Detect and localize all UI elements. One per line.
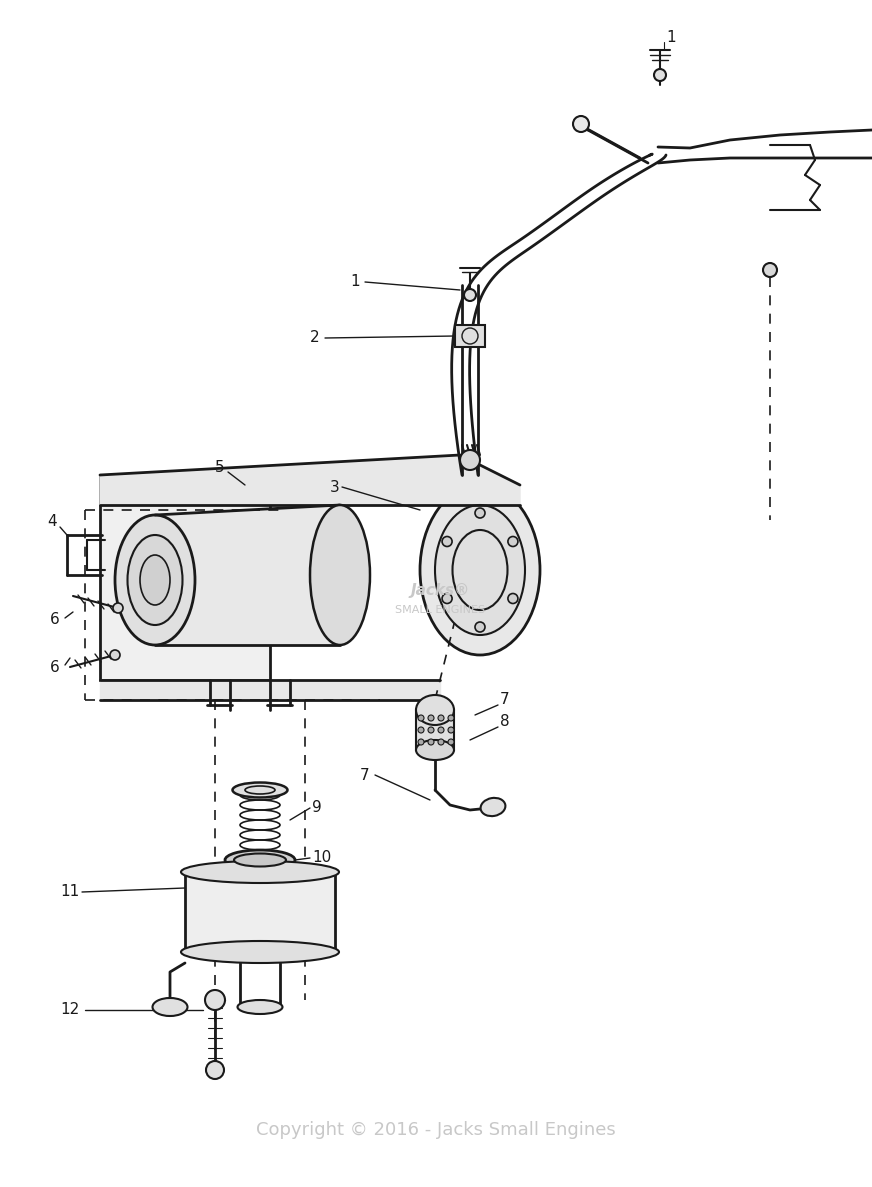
Circle shape: [763, 264, 777, 277]
Circle shape: [448, 740, 454, 745]
Polygon shape: [100, 455, 520, 504]
Ellipse shape: [416, 696, 454, 725]
Bar: [185, 872, 335, 952]
Circle shape: [460, 450, 480, 470]
Text: 6: 6: [50, 660, 60, 675]
Ellipse shape: [416, 740, 454, 760]
Circle shape: [113, 603, 123, 612]
Ellipse shape: [181, 941, 339, 963]
Bar: [455, 325, 485, 347]
Ellipse shape: [234, 853, 286, 867]
Text: SMALL ENGINES: SMALL ENGINES: [395, 605, 485, 615]
Polygon shape: [155, 504, 340, 645]
Ellipse shape: [225, 850, 295, 870]
Circle shape: [475, 508, 485, 518]
Circle shape: [508, 594, 518, 603]
Text: 6: 6: [50, 612, 60, 628]
Text: 7: 7: [500, 692, 509, 707]
Bar: [100, 475, 270, 680]
Circle shape: [573, 116, 589, 132]
Bar: [416, 710, 454, 750]
Ellipse shape: [480, 798, 506, 817]
Text: 4: 4: [47, 514, 57, 529]
Text: 1: 1: [666, 31, 676, 45]
Circle shape: [418, 726, 424, 734]
Ellipse shape: [310, 504, 370, 645]
Ellipse shape: [127, 535, 182, 626]
Text: 1: 1: [350, 274, 359, 290]
Text: 11: 11: [60, 884, 79, 900]
Circle shape: [205, 990, 225, 1010]
Text: 3: 3: [330, 480, 340, 495]
Ellipse shape: [115, 515, 195, 645]
Circle shape: [475, 622, 485, 631]
Text: 8: 8: [500, 715, 509, 730]
Text: 2: 2: [310, 330, 320, 345]
Ellipse shape: [237, 999, 283, 1014]
Text: 10: 10: [312, 851, 331, 865]
Circle shape: [448, 715, 454, 721]
Ellipse shape: [181, 861, 339, 883]
Circle shape: [464, 288, 476, 301]
Ellipse shape: [153, 998, 187, 1016]
Circle shape: [428, 715, 434, 721]
Circle shape: [442, 594, 452, 603]
Text: Jacks®: Jacks®: [411, 583, 470, 597]
Ellipse shape: [435, 504, 525, 635]
Circle shape: [418, 715, 424, 721]
Text: 5: 5: [215, 459, 225, 475]
Circle shape: [654, 69, 666, 81]
Circle shape: [428, 740, 434, 745]
Circle shape: [438, 726, 444, 734]
Circle shape: [110, 650, 120, 660]
Ellipse shape: [140, 556, 170, 605]
Circle shape: [438, 740, 444, 745]
Text: Copyright © 2016 - Jacks Small Engines: Copyright © 2016 - Jacks Small Engines: [256, 1121, 616, 1140]
Circle shape: [508, 537, 518, 546]
Circle shape: [438, 715, 444, 721]
Ellipse shape: [233, 782, 288, 798]
Circle shape: [428, 726, 434, 734]
Circle shape: [206, 1061, 224, 1079]
Circle shape: [442, 537, 452, 546]
Circle shape: [418, 740, 424, 745]
Text: 12: 12: [60, 1003, 79, 1017]
Circle shape: [448, 726, 454, 734]
Text: 9: 9: [312, 800, 322, 815]
Ellipse shape: [420, 485, 540, 655]
Text: 7: 7: [360, 768, 370, 782]
Polygon shape: [100, 680, 440, 700]
